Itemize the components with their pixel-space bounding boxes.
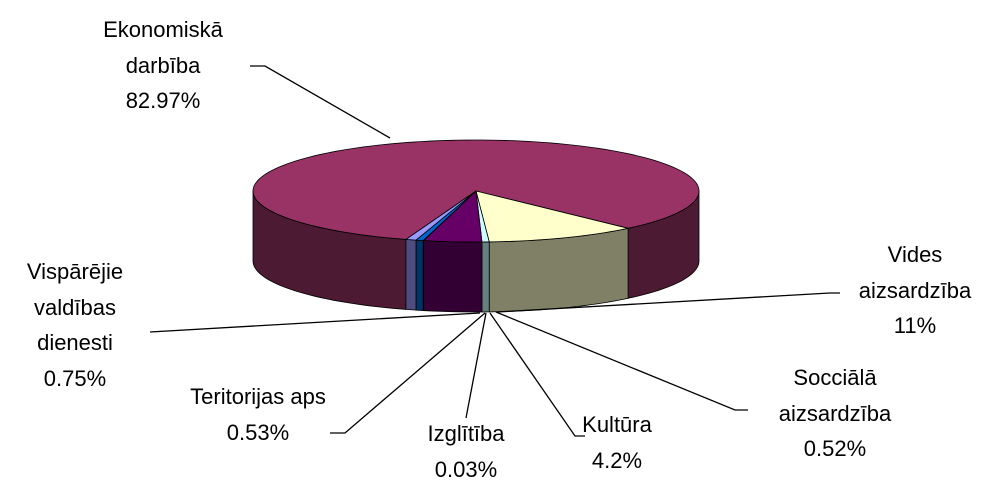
category-label: Socciālā aizsardzība	[778, 365, 892, 426]
category-label: Ekonomiskā darbība	[103, 17, 223, 78]
leader-line	[330, 312, 486, 434]
value-label: 4.2%	[591, 447, 643, 473]
category-label: Izglītība	[427, 421, 505, 446]
slice-side	[415, 239, 424, 311]
value-label: 0.53%	[226, 419, 290, 445]
slice-label: Teritorijas aps 0.53%	[188, 379, 328, 450]
slice-label: Vides aizsardzība 11%	[830, 237, 999, 344]
category-label: Teritorijas aps	[190, 384, 326, 409]
value-label: 82.97%	[125, 88, 201, 113]
leader-line	[149, 312, 481, 333]
slice-side	[481, 241, 490, 313]
slice	[422, 190, 483, 243]
value-label: 11%	[893, 313, 937, 338]
slice-label: Kultūra 4.2%	[567, 407, 667, 478]
slice	[252, 139, 700, 240]
value-label: 0.52%	[803, 436, 867, 461]
slice	[404, 190, 477, 241]
slice-side	[405, 238, 417, 311]
slice-label: Ekonomiskā darbība 82.97%	[88, 12, 238, 119]
leader-line	[465, 312, 487, 419]
leader-line	[496, 292, 840, 313]
leader-line	[250, 65, 391, 139]
value-label: 0.75%	[43, 365, 107, 391]
category-label: Vides aizsardzība	[858, 242, 972, 303]
slice-side	[423, 240, 483, 313]
slice-label: Vispārējie valdības dienesti 0.75%	[5, 254, 145, 396]
value-label: 0.03%	[434, 456, 498, 481]
category-label: Kultūra	[582, 412, 652, 437]
leader-line	[495, 311, 748, 411]
leader-line	[489, 312, 585, 437]
slice-label: Izglītība 0.03%	[411, 416, 521, 481]
slice	[475, 190, 629, 243]
category-label: Vispārējie valdības dienesti	[26, 259, 124, 355]
slice-label: Socciālā aizsardzība 0.52%	[750, 360, 920, 467]
